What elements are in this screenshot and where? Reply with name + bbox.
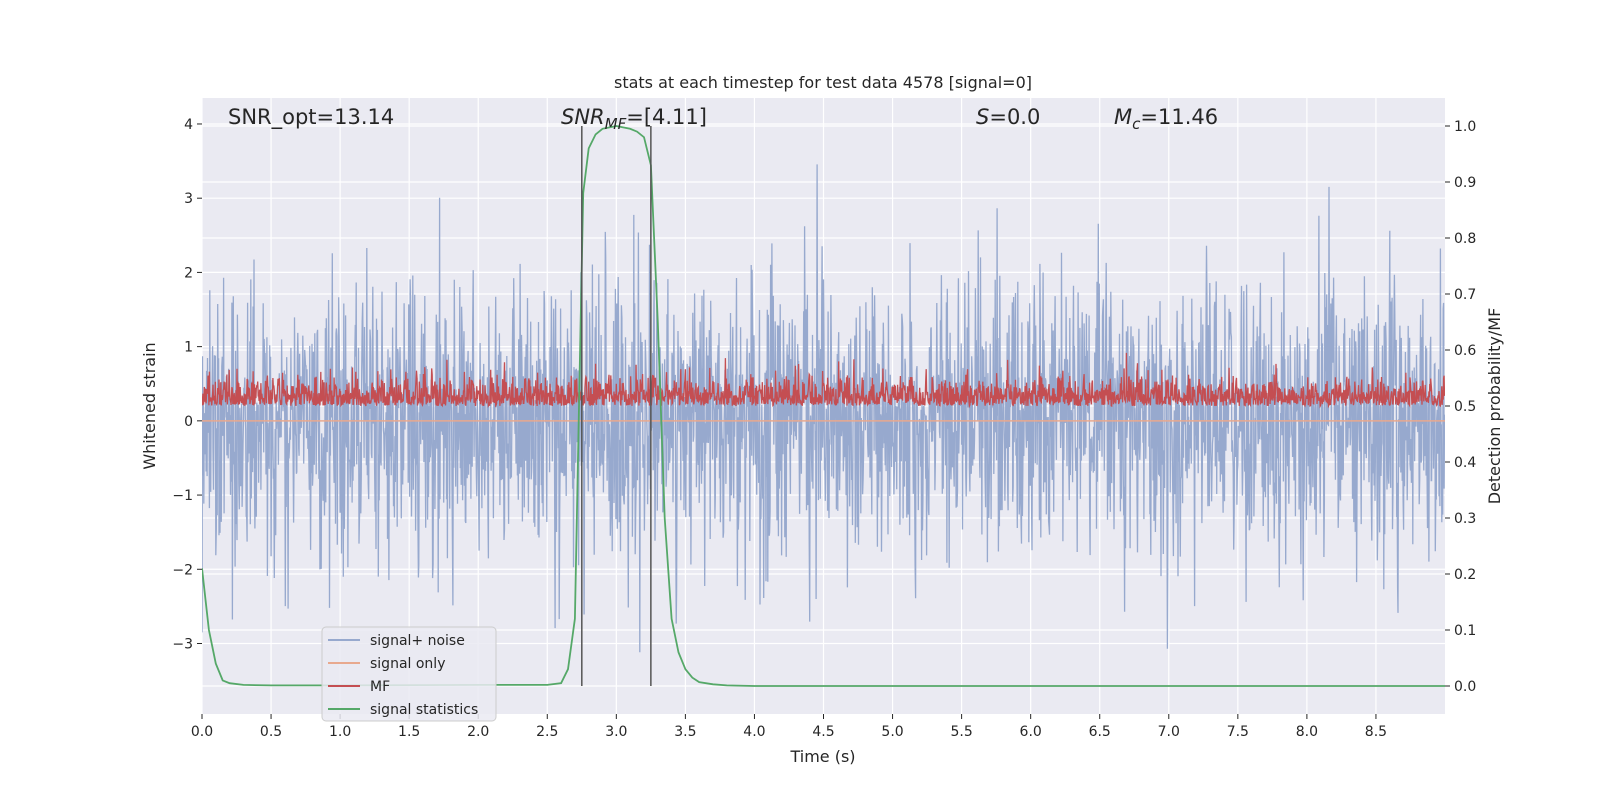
y-tick-label-2: −1 — [172, 488, 193, 504]
annotation-snr-opt: SNR_opt=13.14 — [228, 105, 394, 130]
x-tick-label-7: 3.5 — [674, 724, 696, 740]
y-tick-label-6: 3 — [184, 191, 193, 207]
annotation-snr-mf: SNRMF=[4.11] — [561, 105, 707, 133]
y2-tick-label-10: 1.0 — [1454, 119, 1476, 135]
y2-tick-label-5: 0.5 — [1454, 399, 1476, 415]
annotation-s: S=0.0 — [976, 105, 1040, 129]
y2-tick-label-1: 0.1 — [1454, 623, 1476, 639]
y-axis-ticks: −3 −2 −1 0 1 2 3 4 — [172, 117, 202, 652]
y2-tick-label-2: 0.2 — [1454, 567, 1476, 583]
y2-tick-label-6: 0.6 — [1454, 343, 1476, 359]
x-tick-label-10: 5.0 — [881, 724, 903, 740]
y2-axis-label: Detection probability/MF — [1485, 308, 1504, 505]
x-tick-label-15: 7.5 — [1227, 724, 1249, 740]
y2-axis-ticks: 0.0 0.1 0.2 0.3 0.4 0.5 0.6 0.7 0.8 0.9 1.0 — [1445, 119, 1476, 695]
y-tick-label-4: 1 — [184, 340, 193, 356]
y-tick-label-3: 0 — [184, 414, 193, 430]
x-tick-label-14: 7.0 — [1158, 724, 1180, 740]
x-tick-label-17: 8.5 — [1365, 724, 1387, 740]
annotation-mc-value: =11.46 — [1140, 105, 1218, 129]
legend-label-signal-statistics: signal statistics — [370, 702, 478, 718]
annotation-snr-mf-label: SNR — [561, 105, 605, 129]
annotation-mc: Mc=11.46 — [1114, 105, 1218, 133]
x-axis-ticks: 0.0 0.5 1.0 1.5 2.0 2.5 3.0 3.5 4.0 4.5 5.0 5.5 6.0 6… — [191, 714, 1387, 740]
legend-label-signal-only: signal only — [370, 656, 445, 672]
legend: signal+ noise signal only MF signal stat… — [321, 626, 497, 722]
x-axis-label: Time (s) — [789, 747, 855, 766]
x-tick-label-11: 5.5 — [950, 724, 972, 740]
y2-tick-label-4: 0.4 — [1454, 455, 1476, 471]
annotation-mc-label: M — [1114, 105, 1132, 129]
x-tick-label-2: 1.0 — [329, 724, 351, 740]
annotation-mc-sub: c — [1132, 115, 1141, 133]
x-tick-label-9: 4.5 — [812, 724, 834, 740]
annotation-s-label: S — [976, 105, 989, 129]
legend-box — [321, 626, 497, 722]
y2-tick-label-7: 0.7 — [1454, 287, 1476, 303]
annotation-s-value: =0.0 — [989, 105, 1040, 129]
y2-tick-label-8: 0.8 — [1454, 231, 1476, 247]
x-tick-label-6: 3.0 — [605, 724, 627, 740]
x-tick-label-16: 8.0 — [1296, 724, 1318, 740]
chart-title: stats at each timestep for test data 457… — [614, 73, 1032, 92]
x-tick-label-5: 2.5 — [536, 724, 558, 740]
annotation-snr-mf-sub: MF — [605, 115, 627, 133]
mf-series — [202, 352, 1445, 409]
y-tick-label-0: −3 — [172, 636, 193, 652]
x-tick-label-1: 0.5 — [260, 724, 282, 740]
annotation-snr-mf-value: =[4.11] — [626, 105, 707, 129]
x-tick-label-12: 6.0 — [1020, 724, 1042, 740]
legend-label-signal-noise: signal+ noise — [370, 633, 465, 649]
y2-tick-label-9: 0.9 — [1454, 175, 1476, 191]
x-tick-label-8: 4.0 — [743, 724, 765, 740]
signal-noise-series — [202, 164, 1445, 653]
y-tick-label-1: −2 — [172, 562, 193, 578]
legend-label-mf: MF — [370, 679, 390, 695]
y-tick-label-7: 4 — [184, 117, 193, 133]
y2-tick-label-3: 0.3 — [1454, 511, 1476, 527]
signal-statistics-series — [202, 125, 1445, 687]
y-tick-label-5: 2 — [184, 265, 193, 281]
y2-tick-label-0: 0.0 — [1454, 679, 1476, 695]
x-tick-label-0: 0.0 — [191, 724, 213, 740]
x-tick-label-13: 6.5 — [1089, 724, 1111, 740]
y-axis-label: Whitened strain — [140, 342, 159, 469]
x-tick-label-4: 2.0 — [467, 724, 489, 740]
vertical-markers — [581, 126, 652, 686]
x-tick-label-3: 1.5 — [398, 724, 420, 740]
